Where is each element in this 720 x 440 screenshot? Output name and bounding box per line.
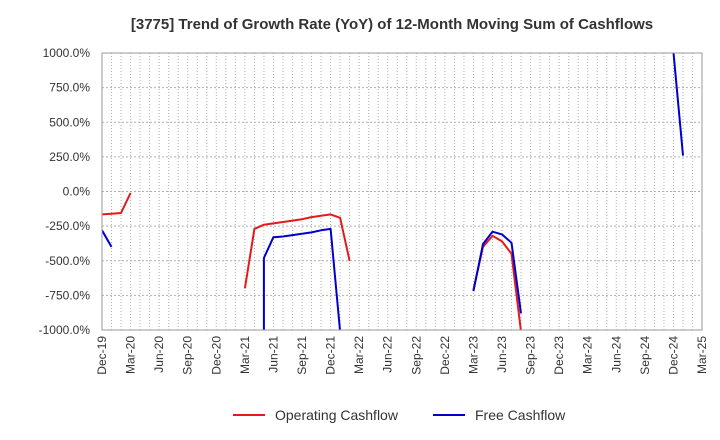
plot-frame xyxy=(101,52,703,331)
legend-label: Operating Cashflow xyxy=(275,407,399,423)
x-axis-ticks: Dec-19 Mar-20 Jun-20 Sep-20 Dec-20 Mar-21 Jun-… xyxy=(95,336,709,375)
y-tick-label: 0.0% xyxy=(63,185,91,199)
x-tick-label: Mar-21 xyxy=(238,336,252,374)
series-line-free-cashflow xyxy=(262,227,341,330)
series-line-operating-cashflow xyxy=(102,192,132,216)
y-tick-label: 500.0% xyxy=(49,115,90,129)
legend: Operating Cashflow Free Cashflow xyxy=(233,407,566,423)
x-tick-label: Dec-21 xyxy=(324,336,338,375)
chart-title: [3775] Trend of Growth Rate (YoY) of 12-… xyxy=(131,16,653,33)
x-tick-label: Mar-22 xyxy=(352,336,366,374)
x-tick-label: Dec-19 xyxy=(95,336,109,375)
y-tick-label: -750.0% xyxy=(45,288,90,302)
series-lines xyxy=(102,53,684,330)
y-tick-label: 1000.0% xyxy=(43,46,91,60)
series-line-free-cashflow xyxy=(472,230,522,314)
x-tick-label: Mar-20 xyxy=(124,336,138,374)
x-tick-label: Sep-20 xyxy=(181,336,195,375)
x-tick-label: Dec-20 xyxy=(209,336,223,375)
x-tick-label: Mar-23 xyxy=(466,336,480,374)
y-tick-label: -500.0% xyxy=(45,254,90,268)
series-line-free-cashflow xyxy=(672,53,684,156)
series-line-operating-cashflow xyxy=(243,213,351,289)
x-tick-label: Dec-23 xyxy=(552,336,566,375)
x-tick-label: Sep-22 xyxy=(409,336,423,375)
x-tick-label: Dec-24 xyxy=(666,336,680,375)
x-tick-label: Sep-21 xyxy=(295,336,309,375)
x-tick-label: Dec-22 xyxy=(438,336,452,375)
y-tick-label: 250.0% xyxy=(49,150,90,164)
x-tick-label: Jun-20 xyxy=(152,336,166,373)
x-tick-label: Sep-24 xyxy=(638,336,652,375)
x-tick-label: Jun-21 xyxy=(266,336,280,373)
x-tick-label: Sep-23 xyxy=(524,336,538,375)
x-tick-label: Jun-23 xyxy=(495,336,509,373)
y-tick-label: 750.0% xyxy=(49,81,90,95)
y-axis-ticks: 1000.0% 750.0% 500.0% 250.0% 0.0% -250.0% -500… xyxy=(39,46,91,337)
grid xyxy=(102,52,702,331)
x-tick-label: Mar-24 xyxy=(581,336,595,374)
series-line-free-cashflow xyxy=(102,229,113,248)
x-tick-label: Jun-24 xyxy=(609,336,623,373)
x-tick-label: Mar-25 xyxy=(695,336,709,374)
y-tick-label: -1000.0% xyxy=(39,323,91,337)
x-tick-label: Jun-22 xyxy=(381,336,395,373)
y-tick-label: -250.0% xyxy=(45,219,90,233)
legend-label: Free Cashflow xyxy=(475,407,566,423)
